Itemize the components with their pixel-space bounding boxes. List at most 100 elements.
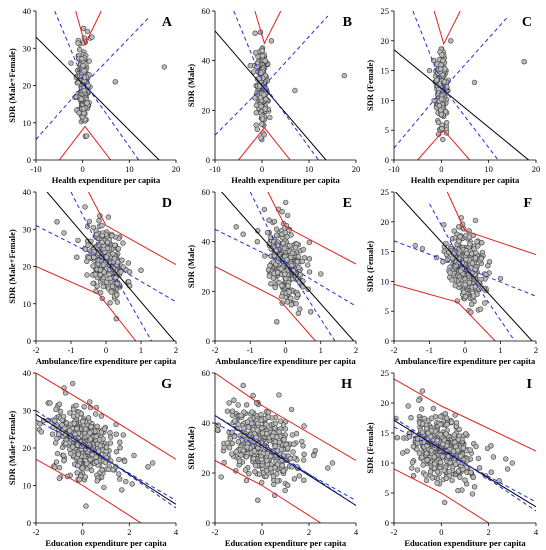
data-point bbox=[426, 67, 433, 74]
data-point bbox=[74, 470, 80, 476]
y-tick-label: 0 bbox=[27, 155, 31, 165]
data-point bbox=[218, 474, 224, 480]
x-tick-label: 2 bbox=[174, 345, 178, 355]
data-point bbox=[62, 425, 68, 431]
data-point bbox=[94, 283, 100, 289]
prediction-band-line bbox=[267, 192, 356, 265]
data-point bbox=[479, 240, 485, 246]
y-tick-label: 60 bbox=[202, 6, 211, 16]
y-tick-label: 40 bbox=[23, 6, 32, 16]
data-point bbox=[463, 256, 469, 263]
data-point bbox=[249, 409, 255, 415]
data-point bbox=[100, 262, 107, 268]
data-point bbox=[261, 206, 268, 213]
data-point bbox=[496, 478, 502, 484]
data-point bbox=[282, 271, 288, 277]
data-point bbox=[108, 289, 114, 295]
data-point bbox=[87, 456, 93, 463]
data-point bbox=[54, 219, 60, 225]
data-point bbox=[299, 438, 305, 445]
data-point bbox=[308, 309, 314, 315]
x-tick-label: 10 bbox=[484, 164, 493, 174]
y-tick-label: 10 bbox=[381, 95, 390, 105]
data-point bbox=[229, 451, 235, 457]
confidence-band-line bbox=[70, 192, 152, 341]
data-point bbox=[247, 62, 254, 69]
y-tick-label: 5 bbox=[385, 488, 389, 498]
data-point bbox=[291, 441, 297, 447]
plot-area bbox=[36, 192, 176, 341]
x-axis-label: Ambulance/fire expenditure per capita bbox=[36, 356, 177, 366]
data-point bbox=[60, 413, 67, 420]
x-tick-label: -1 bbox=[67, 345, 74, 355]
x-tick-label: 4 bbox=[354, 527, 359, 537]
data-point bbox=[294, 259, 300, 265]
x-tick-label: 2 bbox=[127, 527, 131, 537]
data-point bbox=[469, 491, 476, 497]
data-point bbox=[418, 406, 425, 412]
data-point bbox=[82, 426, 89, 432]
data-point bbox=[101, 426, 108, 432]
regression-line bbox=[215, 30, 327, 160]
data-point bbox=[423, 425, 430, 432]
y-axis-label: SDR (Male) bbox=[186, 245, 196, 288]
prediction-band-line bbox=[394, 378, 536, 452]
plot-area bbox=[394, 11, 530, 160]
data-point bbox=[437, 459, 444, 465]
y-axis-label: SDR (Female) bbox=[365, 422, 375, 473]
x-tick-label: 2 bbox=[487, 527, 491, 537]
data-point bbox=[231, 433, 238, 440]
data-point bbox=[105, 466, 112, 473]
data-point bbox=[434, 77, 440, 83]
data-point bbox=[284, 257, 290, 263]
data-point bbox=[102, 459, 109, 466]
y-tick-label: 30 bbox=[23, 406, 32, 416]
panel-label: F bbox=[523, 196, 532, 211]
data-point bbox=[408, 415, 414, 421]
data-point bbox=[271, 218, 278, 225]
data-point bbox=[103, 444, 110, 450]
data-point bbox=[90, 280, 96, 287]
y-tick-label: 15 bbox=[381, 247, 390, 257]
data-point bbox=[419, 454, 425, 461]
data-point bbox=[439, 125, 445, 132]
x-tick-label: 0 bbox=[260, 164, 264, 174]
data-point bbox=[293, 300, 299, 307]
data-point bbox=[472, 255, 479, 261]
data-point bbox=[267, 114, 273, 121]
data-point bbox=[468, 309, 474, 315]
data-point bbox=[80, 418, 86, 425]
data-point bbox=[264, 431, 270, 437]
data-point bbox=[258, 456, 265, 463]
data-point bbox=[245, 424, 252, 430]
data-point bbox=[265, 414, 271, 420]
confidence-band-line bbox=[394, 16, 508, 149]
data-point bbox=[473, 443, 479, 450]
data-point bbox=[114, 259, 121, 265]
data-point bbox=[71, 420, 78, 427]
data-point bbox=[78, 96, 85, 102]
data-point bbox=[253, 110, 259, 116]
data-point bbox=[76, 110, 82, 116]
data-point bbox=[101, 484, 107, 491]
data-point bbox=[63, 440, 69, 447]
data-point bbox=[285, 482, 291, 488]
data-point bbox=[435, 119, 442, 126]
data-point bbox=[56, 401, 63, 407]
data-point bbox=[57, 408, 64, 415]
y-tick-label: 15 bbox=[381, 428, 390, 438]
panel-label: G bbox=[161, 377, 172, 392]
data-point bbox=[267, 263, 273, 269]
data-point bbox=[476, 465, 483, 471]
data-point bbox=[463, 431, 469, 437]
data-point bbox=[288, 302, 295, 308]
data-point bbox=[109, 283, 116, 289]
data-point bbox=[84, 460, 90, 467]
data-point bbox=[441, 222, 447, 228]
data-point bbox=[75, 463, 81, 469]
data-point bbox=[105, 214, 112, 220]
data-point bbox=[253, 50, 259, 56]
data-point bbox=[87, 430, 93, 436]
